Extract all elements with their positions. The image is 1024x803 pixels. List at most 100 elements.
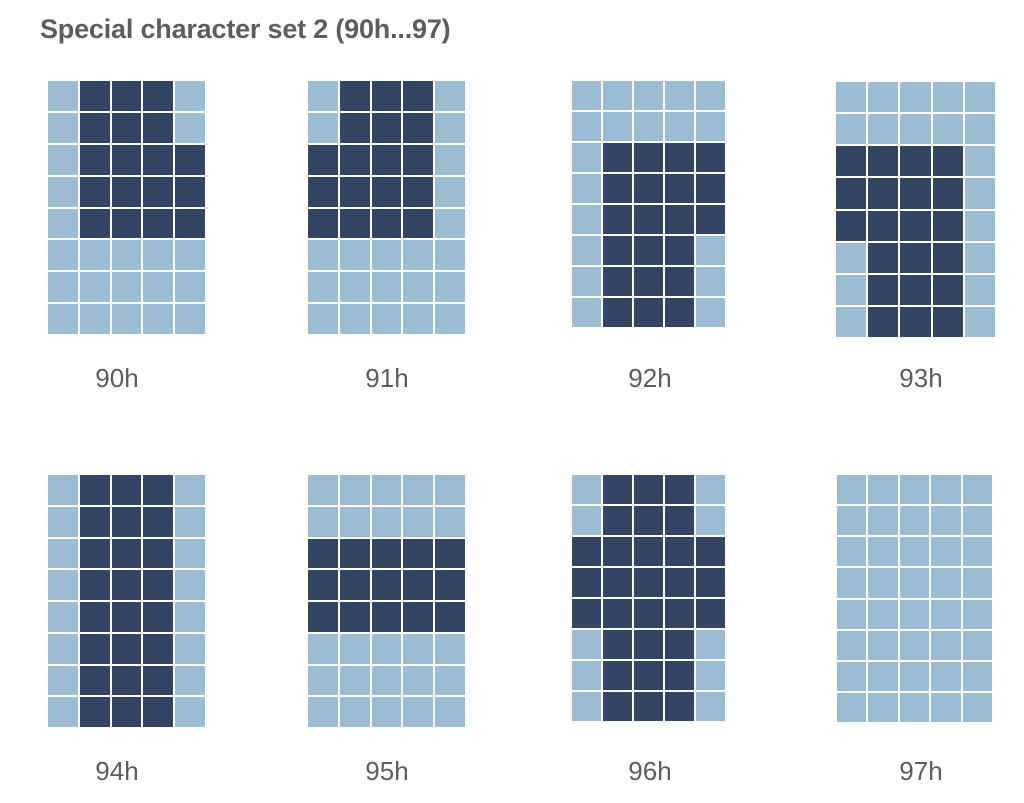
pixel-on	[900, 306, 931, 337]
pixel-off	[175, 570, 205, 600]
pixel-off	[837, 568, 867, 598]
pixel-off	[403, 272, 434, 303]
pixel-off	[868, 114, 899, 145]
pixel-off	[836, 114, 867, 145]
pixel-on	[603, 506, 632, 535]
pixel-off	[900, 82, 931, 113]
pixel-on	[932, 274, 963, 305]
pixel-off	[931, 692, 961, 722]
pixel-on	[603, 661, 632, 690]
pixel-on	[371, 208, 402, 239]
pixel-off	[48, 272, 78, 303]
char-grid-95h	[308, 475, 465, 727]
pixel-off	[48, 144, 78, 175]
pixel-off	[175, 475, 205, 505]
pixel-on	[868, 242, 899, 273]
pixel-off	[175, 112, 205, 143]
pixel-off	[403, 304, 434, 334]
pixel-off	[837, 475, 867, 505]
pixel-on	[143, 112, 174, 143]
pixel-off	[603, 81, 632, 110]
pixel-off	[837, 506, 867, 536]
pixel-off	[696, 112, 725, 141]
pixel-off	[572, 112, 601, 141]
pixel-on	[603, 630, 632, 659]
pixel-on	[868, 274, 899, 305]
pixel-off	[371, 304, 402, 334]
pixel-off	[435, 144, 465, 175]
pixel-on	[111, 665, 142, 696]
pixel-on	[435, 538, 465, 569]
pixel-on	[603, 599, 632, 628]
pixel-off	[931, 568, 961, 598]
pixel-off	[868, 568, 898, 598]
char-grid-97h	[837, 475, 992, 722]
pixel-off	[868, 599, 898, 629]
pixel-on	[665, 599, 694, 628]
pixel-on	[932, 242, 963, 273]
pixel-off	[572, 81, 601, 110]
pixel-off	[572, 298, 601, 327]
pixel-on	[79, 633, 110, 664]
pixel-on	[634, 537, 663, 566]
pixel-off	[48, 665, 78, 696]
pixel-off	[435, 697, 465, 727]
pixel-on	[403, 602, 434, 632]
pixel-on	[665, 692, 694, 721]
pixel-off	[964, 146, 995, 177]
char-label: 94h	[95, 756, 139, 786]
pixel-off	[964, 82, 995, 113]
pixel-off	[435, 208, 465, 239]
pixel-on	[665, 236, 694, 265]
pixel-off	[175, 304, 205, 334]
pixel-off	[899, 630, 930, 660]
pixel-on	[634, 692, 663, 721]
pixel-off	[48, 240, 78, 271]
pixel-off	[308, 81, 338, 111]
pixel-off	[308, 665, 338, 696]
pixel-off	[339, 304, 370, 334]
pixel-off	[175, 538, 205, 569]
pixel-on	[111, 602, 142, 632]
pixel-on	[603, 236, 632, 265]
pixel-on	[143, 570, 174, 600]
pixel-on	[665, 475, 694, 504]
char-grid-92h	[572, 81, 725, 327]
pixel-on	[111, 697, 142, 727]
pixel-on	[603, 205, 632, 234]
pixel-on	[634, 143, 663, 172]
pixel-off	[339, 475, 370, 505]
pixel-on	[143, 475, 174, 505]
pixel-off	[48, 697, 78, 727]
pixel-on	[603, 692, 632, 721]
pixel-on	[143, 506, 174, 537]
pixel-on	[634, 205, 663, 234]
pixel-off	[48, 208, 78, 239]
pixel-off	[143, 272, 174, 303]
pixel-on	[143, 697, 174, 727]
pixel-on	[603, 174, 632, 203]
pixel-off	[868, 506, 898, 536]
pixel-on	[339, 570, 370, 600]
pixel-off	[111, 272, 142, 303]
pixel-off	[175, 272, 205, 303]
pixel-off	[868, 82, 899, 113]
pixel-off	[962, 537, 992, 567]
pixel-off	[899, 692, 930, 722]
pixel-off	[339, 272, 370, 303]
pixel-on	[339, 602, 370, 632]
pixel-off	[371, 633, 402, 664]
pixel-on	[143, 208, 174, 239]
char-label: 93h	[899, 363, 943, 393]
pixel-off	[175, 81, 205, 111]
pixel-off	[308, 475, 338, 505]
pixel-off	[836, 82, 867, 113]
pixel-on	[836, 178, 867, 209]
pixel-on	[696, 599, 725, 628]
char-label: 95h	[365, 756, 409, 786]
pixel-off	[371, 475, 402, 505]
pixel-on	[79, 602, 110, 632]
pixel-on	[339, 144, 370, 175]
pixel-off	[143, 240, 174, 271]
pixel-off	[308, 506, 338, 537]
